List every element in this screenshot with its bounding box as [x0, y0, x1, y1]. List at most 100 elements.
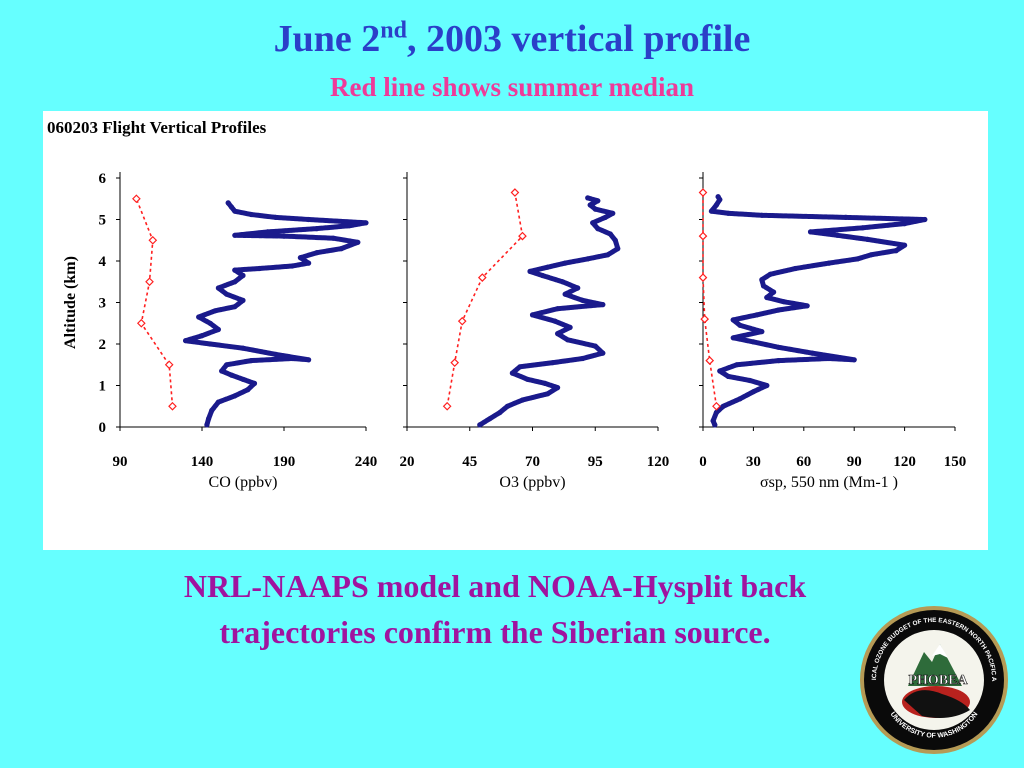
panel-1-flight-point: [204, 422, 210, 428]
title-rest: , 2003 vertical profile: [407, 18, 751, 60]
y-tick-label: 5: [99, 213, 107, 229]
logo-name: PHOBEA: [908, 673, 968, 688]
panel-3-flight-point: [713, 202, 720, 208]
panel-3-median-point: [698, 231, 708, 241]
phobea-logo: PHOTOCHEMICAL OZONE BUDGET OF THE EASTER…: [858, 604, 1008, 754]
panel-2-flight-point: [552, 318, 558, 324]
panel-3-flight-point: [725, 210, 731, 216]
panel-3-x-tick-label: 60: [796, 454, 811, 470]
panel-1-flight-point: [240, 272, 246, 279]
panel-1-flight-point: [219, 368, 225, 374]
panel-2-median-point: [457, 316, 467, 326]
panel-2-flight-point: [592, 343, 598, 349]
panel-2-median-point: [518, 231, 527, 241]
panel-3-flight-point: [792, 265, 799, 272]
panel-3-median-point: [712, 401, 721, 411]
panel-1-flight-point: [297, 255, 303, 261]
panel-2-flight-point: [487, 416, 493, 422]
panel-2-flight-point: [607, 231, 613, 237]
panel-2-flight-point: [542, 380, 548, 386]
panel-3-flight-point: [737, 396, 743, 402]
panel-3-flight-point: [767, 271, 773, 277]
panel-1-flight-point: [232, 279, 238, 285]
logo-snowcap-icon: [932, 644, 948, 658]
panel-1-flight-point: [196, 314, 202, 320]
panel-1-flight-point: [228, 372, 235, 378]
panel-3-median-point: [698, 188, 708, 197]
panel-2-x-tick-label: 20: [400, 454, 415, 470]
panel-3-x-axis-label: σsp, 550 nm (Mm-1 ): [760, 474, 898, 491]
panel-2-flight-point: [602, 214, 608, 220]
panel-2-flight-point: [497, 409, 503, 416]
panel-1-flight-point: [306, 357, 312, 363]
panel-3-flight-point: [771, 289, 777, 295]
panel-2-flight-point: [555, 385, 561, 391]
panel-2-flight-point: [585, 195, 591, 201]
panel-3-flight-point: [730, 317, 736, 323]
panel-3-flight-point: [737, 322, 743, 328]
panel-3-flight-point: [776, 358, 782, 364]
panel-1-flight-point: [199, 333, 205, 339]
panel-3-flight-point: [734, 362, 740, 368]
panel-3-flight-point: [922, 216, 928, 223]
panel-3-x-tick-label: 120: [893, 454, 916, 470]
panel-2-flight-point: [580, 297, 586, 303]
panel-2-flight-point: [615, 246, 621, 252]
panel-2-median-point: [510, 188, 520, 197]
panel-3-flight-point: [868, 252, 874, 258]
panel-1-flight-point: [314, 250, 320, 256]
panel-3-flight-point: [720, 403, 726, 409]
panel-1-flight-point: [330, 235, 336, 241]
panel-2-flight-point: [605, 252, 611, 258]
panel-2-flight-point: [555, 306, 561, 312]
logo-mountain-icon: [908, 644, 962, 686]
y-tick-label: 0: [99, 420, 107, 436]
panel-3-median-point: [705, 356, 715, 365]
panel-3-flight-point: [747, 377, 753, 384]
y-tick-label: 3: [99, 296, 107, 312]
panel-3-flight-point: [860, 225, 866, 231]
panel-1-flight-point: [251, 380, 258, 386]
y-tick-label: 4: [99, 254, 107, 270]
panel-2-median-point: [450, 358, 460, 368]
panel-3-flight-point: [843, 214, 849, 220]
panel-1-flight-point: [240, 297, 246, 303]
title-superscript: nd: [380, 17, 407, 44]
panel-1-flight-point: [281, 233, 287, 239]
panel-2-flight-point: [567, 324, 573, 330]
panel-3-flight-point: [776, 344, 782, 350]
panel-2-flight-point: [610, 210, 616, 216]
panel-3-flight-point: [750, 389, 757, 395]
panel-3-flight-point: [759, 329, 765, 335]
panel-1-flight-point: [347, 223, 353, 229]
panel-3-flight-point: [865, 236, 871, 242]
caption-line-2: trajectories confirm the Siberian source…: [219, 614, 771, 650]
panel-3-x-tick-label: 0: [699, 454, 707, 470]
panel-3-median-line: [702, 192, 718, 407]
panel-1-flight-point: [215, 285, 221, 291]
panel-2-flight-point: [509, 370, 515, 376]
panel-1-flight-point: [232, 393, 238, 399]
panel-3-flight-point: [807, 229, 814, 235]
panel-3-flight-point: [759, 212, 765, 218]
panel-2-flight-point: [539, 272, 546, 279]
panel-1-flight-point: [232, 208, 238, 214]
panel-1-flight-point: [355, 239, 361, 245]
panel-3-flight-point: [760, 283, 767, 289]
panel-1-flight-point: [256, 265, 262, 272]
panel-3-flight-point: [715, 194, 721, 200]
logo-orca-body: [904, 690, 970, 718]
panel-2-flight-point: [504, 403, 510, 409]
panel-3-flight-point: [826, 260, 832, 266]
panel-3-flight-point: [750, 339, 757, 345]
panel-2-x-tick-label: 120: [647, 454, 670, 470]
slide-subtitle: Red line shows summer median: [329, 72, 695, 102]
panel-1-x-axis-label: CO (ppbv): [209, 474, 278, 491]
panel-2-flight-point: [524, 376, 531, 382]
panel-1-flight-point: [215, 326, 221, 333]
panel-2-flight-point: [477, 422, 483, 428]
panel-2-x-tick-label: 45: [462, 454, 477, 470]
panel-1-flight-point: [363, 220, 369, 226]
y-axis-label: Altitude (km): [62, 256, 79, 349]
panel-1-flight-point: [306, 260, 312, 266]
